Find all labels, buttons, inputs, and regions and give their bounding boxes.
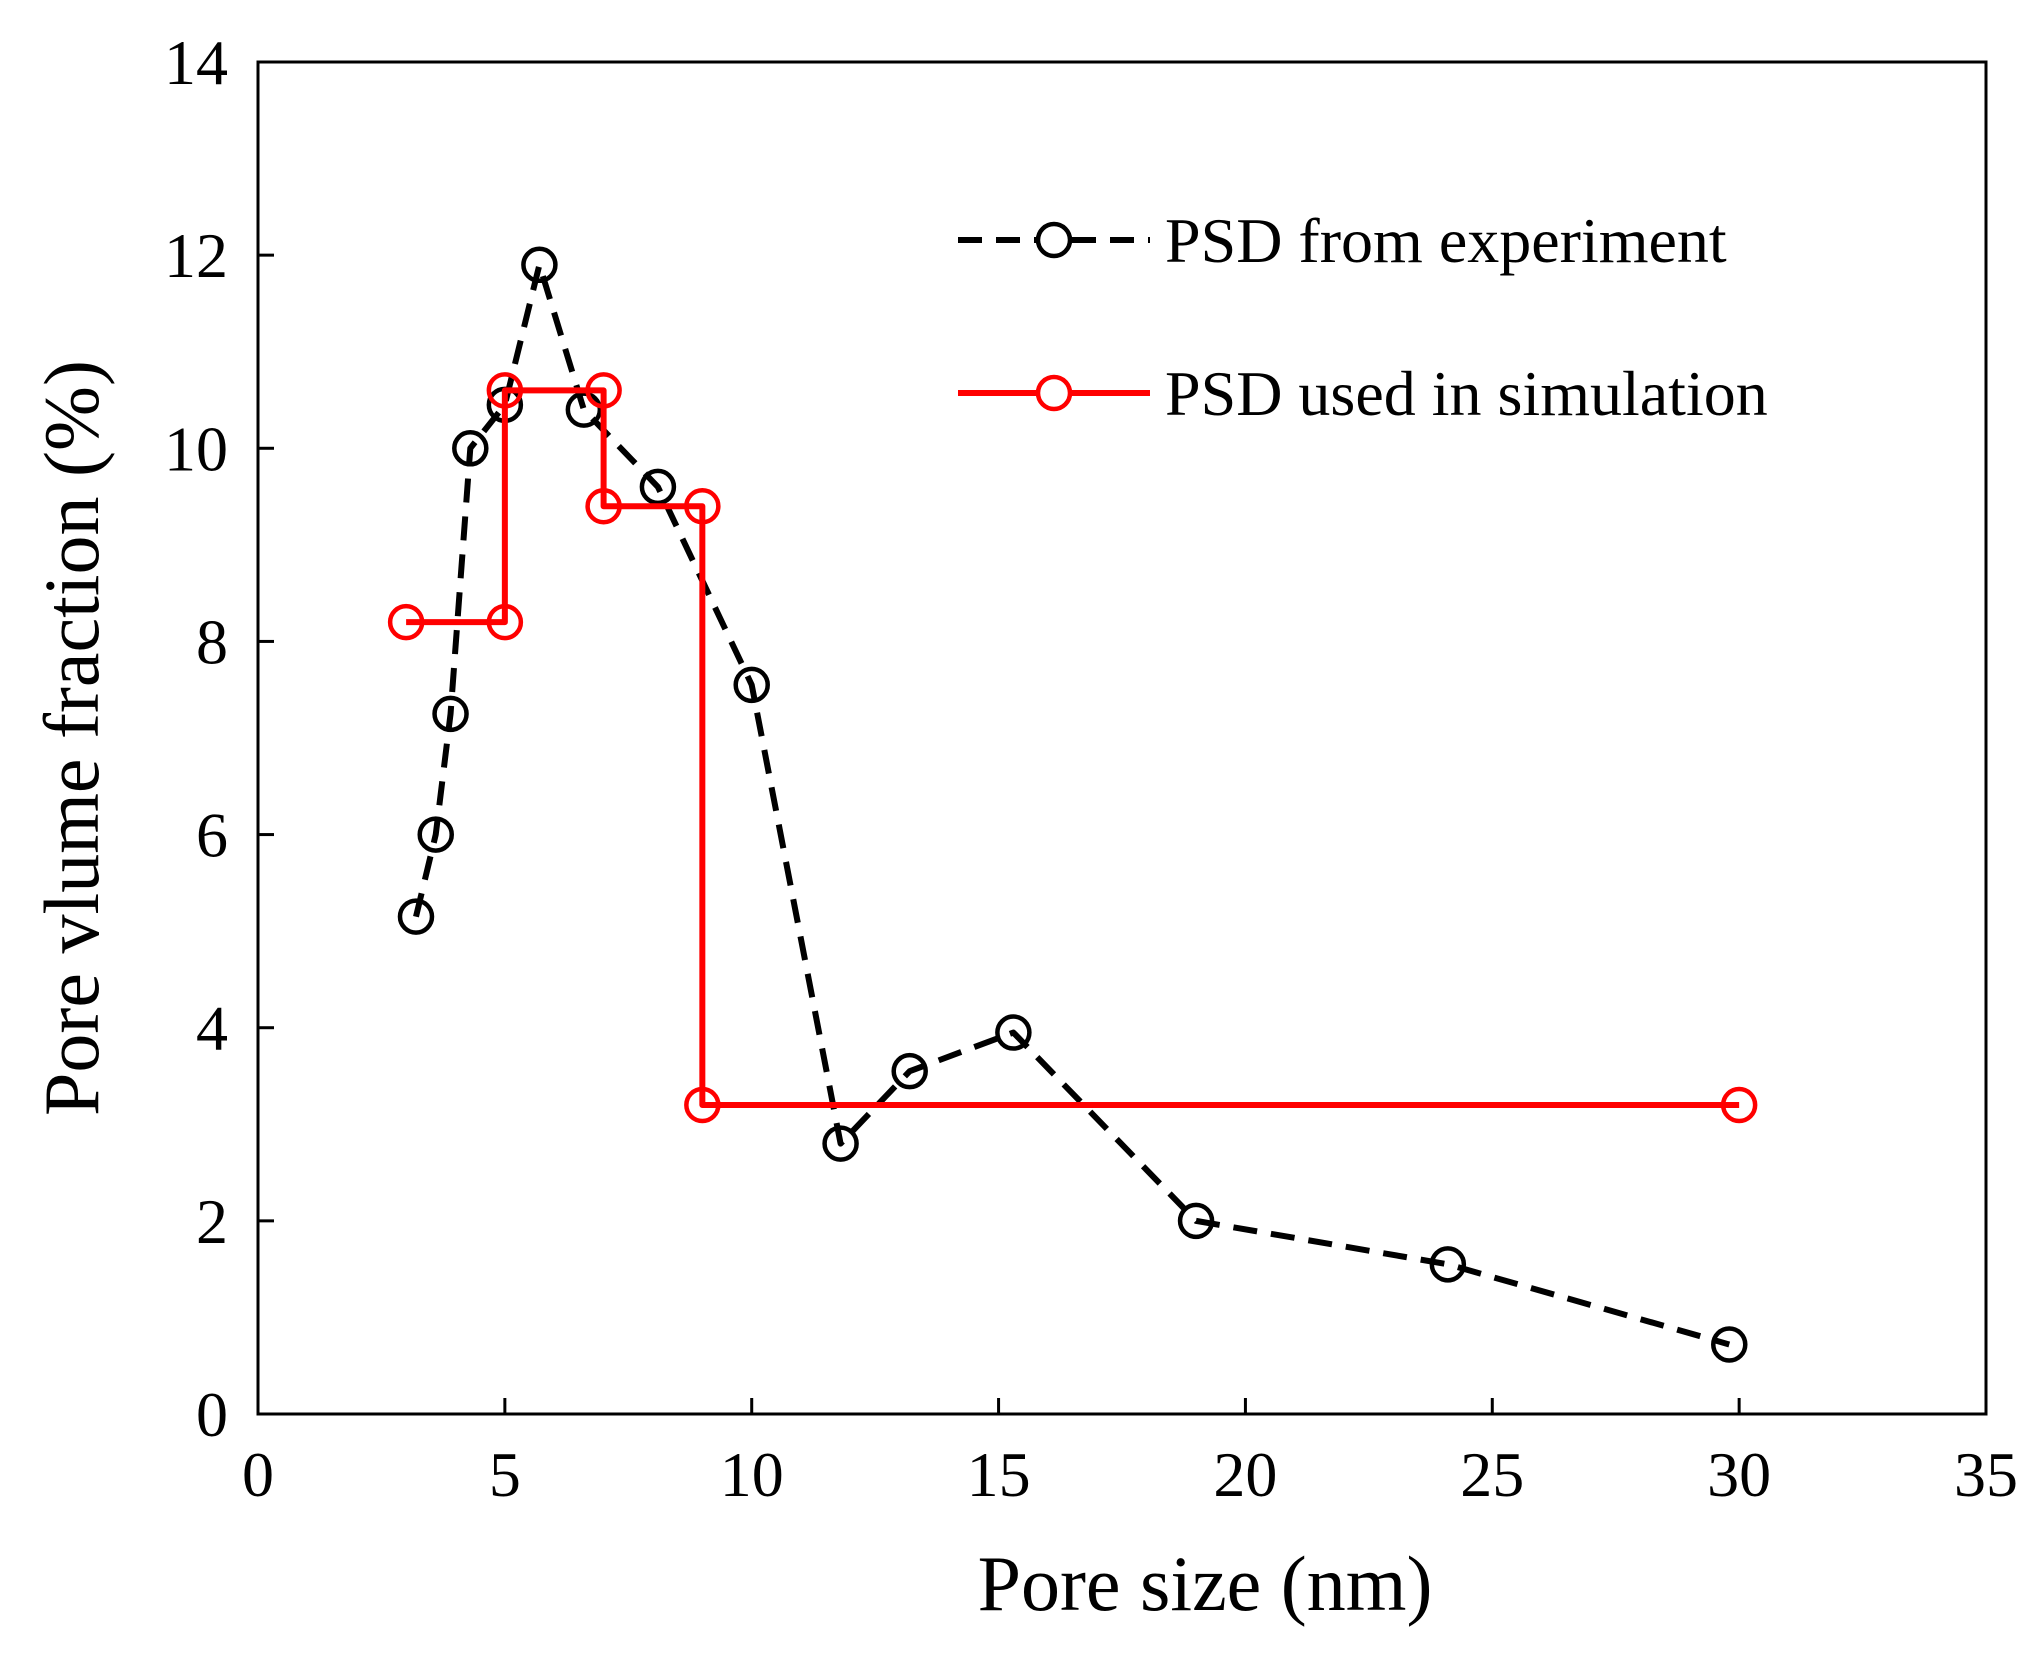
x-tick-label: 30 (1707, 1439, 1771, 1510)
data-point-experiment (432, 695, 469, 733)
data-point-experiment (822, 1125, 859, 1162)
data-point-simulation (486, 603, 524, 641)
data-point-simulation (1720, 1086, 1758, 1124)
data-point-experiment (995, 1014, 1032, 1051)
series-layer (387, 246, 1758, 1363)
data-point-experiment (1177, 1202, 1215, 1240)
y-axis-ticks: 0 2 4 6 8 10 12 14 (164, 27, 274, 1450)
x-tick-label: 20 (1213, 1439, 1277, 1510)
x-tick-label: 15 (967, 1439, 1031, 1510)
y-tick-label: 0 (196, 1379, 228, 1450)
x-tick-label: 25 (1460, 1439, 1524, 1510)
legend-label-experiment: PSD from experiment (1165, 205, 1727, 276)
x-tick-label: 35 (1954, 1439, 2018, 1510)
data-point-experiment (565, 391, 603, 428)
data-point-simulation (585, 487, 622, 525)
x-axis-ticks: 0 5 10 15 20 25 30 35 (242, 1398, 2018, 1510)
y-tick-label: 8 (196, 606, 228, 677)
plot-area-frame (256, 60, 1988, 1416)
legend-marker-experiment (1035, 221, 1073, 259)
data-point-experiment (452, 430, 489, 467)
y-tick-label: 2 (196, 1186, 228, 1257)
x-tick-label: 5 (489, 1439, 521, 1510)
y-tick-label: 12 (164, 220, 228, 291)
x-tick-label: 10 (720, 1439, 784, 1510)
y-axis-title: Pore vlume fraction (%) (28, 360, 115, 1116)
data-point-simulation (585, 372, 622, 409)
y-tick-label: 10 (164, 413, 228, 484)
data-point-simulation (684, 1086, 721, 1124)
data-point-simulation (684, 487, 721, 525)
legend: PSD from experiment PSD used in simulati… (958, 205, 1768, 429)
data-point-experiment (733, 666, 770, 704)
data-point-experiment (1429, 1246, 1467, 1283)
data-point-experiment (397, 898, 435, 935)
legend-label-simulation: PSD used in simulation (1165, 358, 1768, 429)
data-point-experiment (1711, 1326, 1748, 1363)
data-point-experiment (639, 468, 677, 506)
data-point-simulation (486, 372, 524, 409)
y-tick-label: 4 (196, 993, 228, 1064)
x-axis-title: Pore size (nm) (978, 1540, 1433, 1627)
x-tick-label: 0 (242, 1439, 274, 1510)
legend-marker-simulation (1035, 374, 1073, 412)
y-tick-label: 14 (164, 27, 228, 98)
data-point-simulation (387, 603, 425, 641)
series-line-simulation (406, 387, 1740, 1108)
data-point-experiment (521, 246, 558, 284)
data-point-experiment (891, 1052, 928, 1090)
series-line-experiment (413, 261, 1731, 1348)
y-tick-label: 6 (196, 800, 228, 871)
data-point-experiment (417, 816, 454, 853)
